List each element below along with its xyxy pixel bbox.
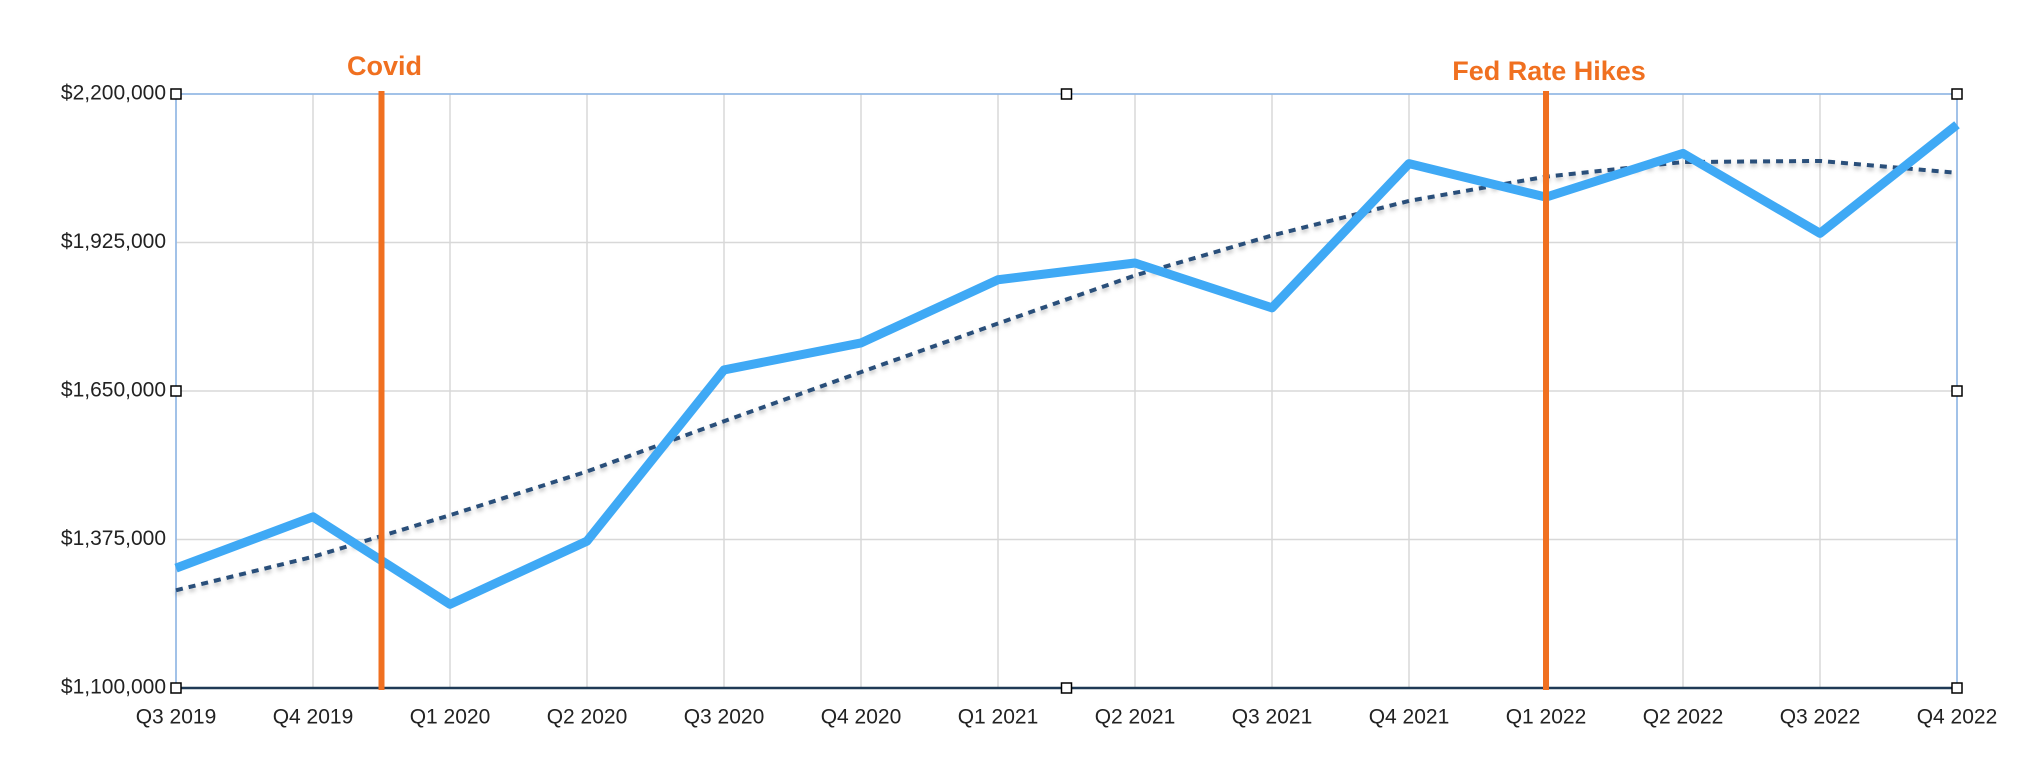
selection-handle [1060,88,1073,100]
x-tick-label: Q4 2021 [1369,706,1450,729]
selection-handle [170,88,182,100]
selection-handle [170,385,182,397]
x-tick-label: Q2 2022 [1643,706,1724,729]
selection-handle [1951,88,1963,100]
x-tick-label: Q1 2020 [410,706,491,729]
y-tick-label: $1,925,000 [61,230,166,253]
annotation-label: Covid [347,51,422,81]
series-line [174,121,1960,609]
x-tick-label: Q4 2022 [1917,706,1998,729]
x-tick-label: Q4 2020 [821,706,902,729]
y-tick-label: $1,100,000 [61,676,166,699]
x-tick-label: Q2 2021 [1095,706,1176,729]
x-tick-label: Q3 2021 [1232,706,1313,729]
selection-handle [170,682,182,694]
x-tick-label: Q3 2020 [684,706,765,729]
y-tick-label: $1,375,000 [61,527,166,550]
x-tick-label: Q2 2020 [547,706,628,729]
x-tick-label: Q3 2019 [136,706,217,729]
y-tick-label: $2,200,000 [61,82,166,105]
selection-handle [1951,682,1963,694]
x-tick-label: Q3 2022 [1780,706,1861,729]
x-tick-label: Q4 2019 [273,706,354,729]
trend-line [175,158,1958,593]
x-tick-label: Q1 2022 [1506,706,1587,729]
y-tick-label: $1,650,000 [61,379,166,402]
selection-handle [1951,385,1963,397]
annotation-label: Fed Rate Hikes [1452,56,1646,86]
selection-handle [1060,682,1073,694]
x-tick-label: Q1 2021 [958,706,1039,729]
